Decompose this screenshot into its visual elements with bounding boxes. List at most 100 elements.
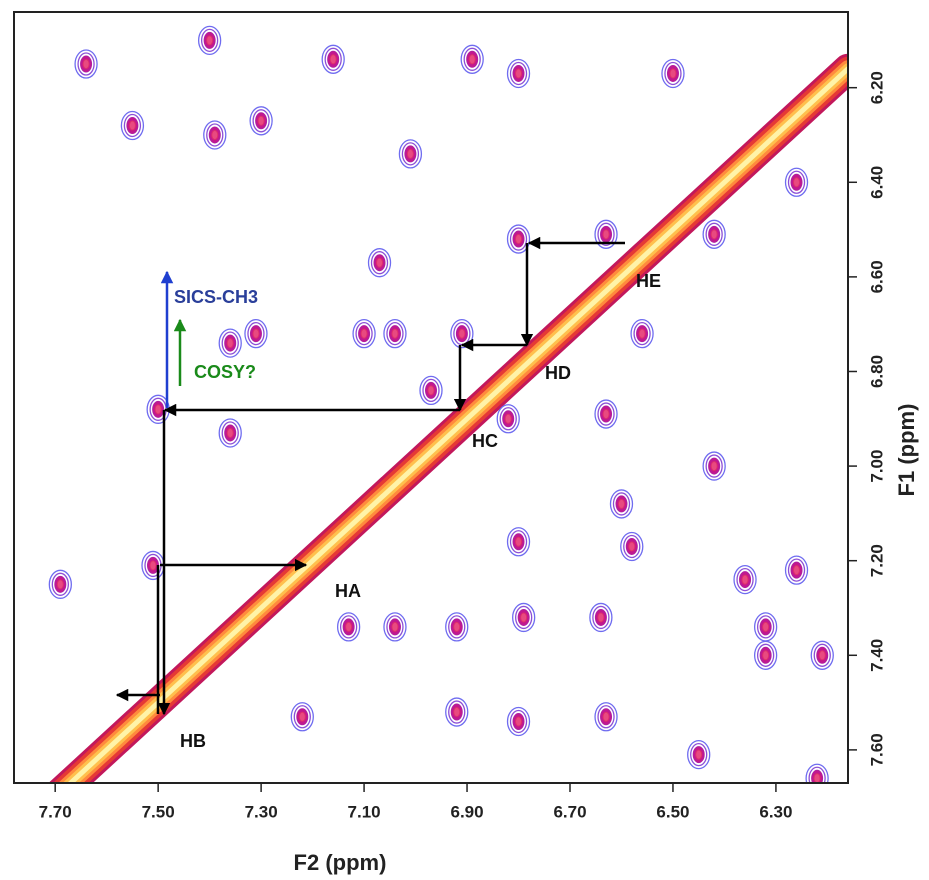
contour-ring [468,54,476,65]
contour-ring [56,579,64,590]
cross-peak [249,106,273,136]
cross-peak [120,110,145,141]
contour-ring [448,615,466,639]
y-tick-label: 6.80 [867,355,886,388]
annotation: HE [636,271,661,291]
contour-ring [391,621,399,632]
contour-ring [597,705,615,729]
contour-ring [597,222,615,246]
cross-peak [419,375,443,406]
contour-ring [509,530,528,554]
contour-ring [370,251,389,275]
contour-ring [705,454,723,478]
contour-ring [120,110,145,141]
contour-ring [638,328,646,339]
contour-ring [702,451,726,481]
contour-ring [445,612,469,642]
contour-ring [736,567,754,592]
contour-ring [398,139,423,169]
cross-peak [383,318,407,349]
x-axis-label: F2 (ppm) [294,850,387,875]
contour-ring [592,605,610,630]
contour-ring [623,534,641,559]
contour-ring [211,129,219,140]
contour-ring [123,113,142,138]
cross-peak [367,248,392,278]
contour-ring [690,742,708,767]
contour-ring [756,643,775,667]
contour-ring [352,318,376,349]
annotation: SICS-CH3 [174,287,258,307]
contour-ring [48,569,72,599]
contour-ring [813,643,831,667]
cross-peak [589,602,613,633]
contour-ring [506,527,531,557]
x-tick-label: 6.50 [656,802,689,821]
x-tick-label: 6.90 [450,802,483,821]
contour-ring [753,640,778,670]
contour-ring [661,58,685,89]
contour-ring [762,621,770,632]
contour-ring [805,763,829,783]
cross-peak [290,702,314,732]
contour-ring [360,328,368,339]
annotation: HD [545,363,571,383]
contour-ring [329,54,337,65]
annotation: COSY? [194,362,256,382]
contour-ring [756,615,775,639]
contour-ring [784,555,809,585]
contour-ring [74,49,98,79]
cross-peak [203,120,227,150]
contour-ring [813,773,821,783]
contour-ring [383,612,407,642]
annotation: HB [180,731,206,751]
cross-peak [630,318,654,349]
contour-ring [221,331,239,355]
contour-ring [602,711,610,722]
contour-ring [597,402,615,426]
contour-ring [787,558,806,582]
cross-peak [733,564,757,595]
annotation: HA [335,581,361,601]
contour-ring [512,602,536,633]
contour-ring [82,59,90,70]
contour-ring [336,612,361,642]
contour-ring [515,536,523,547]
contour-ring [520,612,528,623]
contour-ring [149,560,157,571]
contour-ring [206,35,214,46]
contour-ring [406,148,414,159]
contour-ring [324,47,342,71]
contour-ring [628,541,636,552]
contour-ring [515,716,523,727]
contour-ring [710,229,718,240]
contour-ring [448,700,466,724]
contour-ring [244,318,268,349]
cross-peak [383,612,407,642]
contour-ring [762,650,770,661]
contour-ring [733,564,757,595]
cross-peak [594,702,618,732]
x-tick-label: 7.50 [142,802,175,821]
y-axis-label: F1 (ppm) [894,404,919,497]
contour-ring [154,404,162,415]
contour-ring [609,489,634,519]
contour-ring [602,409,610,420]
contour-ring [376,257,384,268]
cross-peak [784,167,809,197]
contour-ring [594,702,618,732]
contour-ring [710,461,718,472]
contour-ring [506,706,531,737]
contour-ring [197,25,222,56]
contour-ring [741,574,749,585]
contour-ring [419,375,443,406]
contour-ring [458,328,466,339]
cross-peak [244,318,268,349]
contour-ring [249,106,273,136]
contour-ring [506,58,531,89]
contour-ring [705,222,723,246]
contour-ring [290,702,314,732]
cross-peak [805,763,829,783]
contour-ring [293,705,311,729]
contour-ring [367,248,392,278]
